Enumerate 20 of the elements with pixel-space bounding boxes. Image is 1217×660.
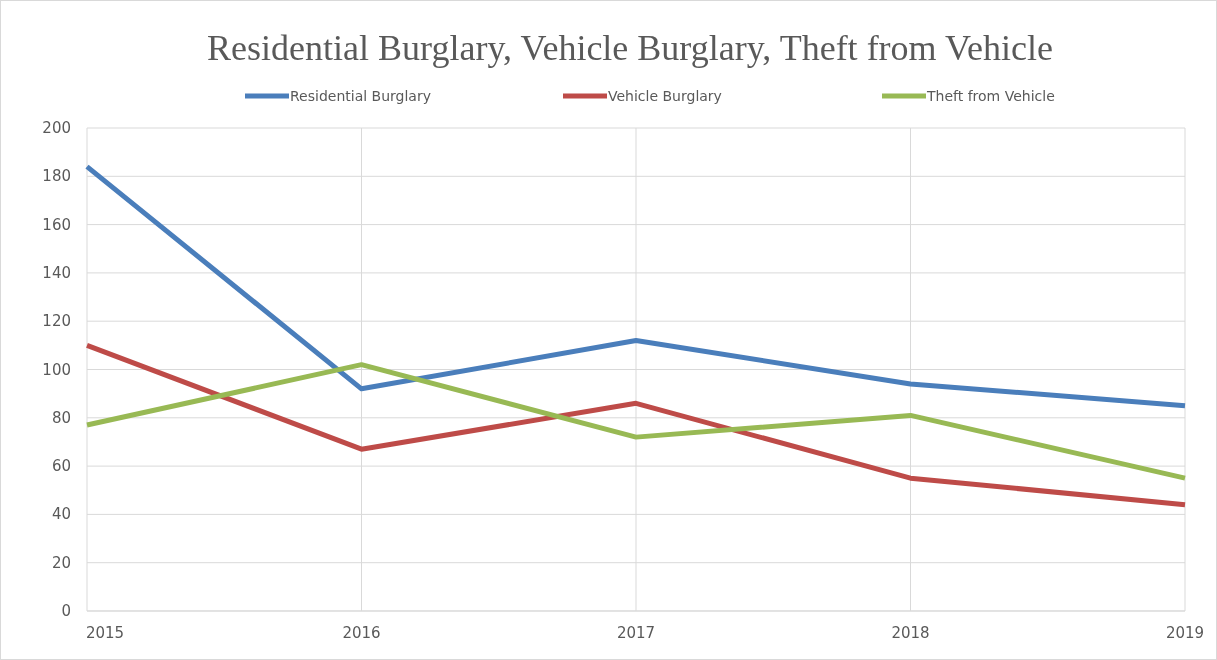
legend-label: Vehicle Burglary <box>608 88 722 104</box>
legend-label: Theft from Vehicle <box>926 88 1055 104</box>
x-tick-label: 2019 <box>1165 624 1205 642</box>
y-tick-label: 40 <box>51 505 71 524</box>
y-tick-label: 180 <box>42 167 71 186</box>
y-tick-label: 140 <box>42 263 71 282</box>
y-tick-label: 120 <box>42 312 71 331</box>
x-tick-label: 2016 <box>342 624 381 642</box>
y-tick-label: 100 <box>42 360 71 379</box>
y-tick-label: 200 <box>42 119 71 137</box>
x-tick-label: 2017 <box>616 624 656 642</box>
y-tick-label: 80 <box>51 408 71 427</box>
y-tick-label: 160 <box>42 215 71 234</box>
y-tick-label: 0 <box>61 602 71 620</box>
chart-title: Residential Burglary, Vehicle Burglary, Theft from Vehicle <box>207 28 1053 68</box>
y-tick-label: 20 <box>51 553 71 572</box>
x-tick-label: 2015 <box>85 624 125 642</box>
legend-label: Residential Burglary <box>290 88 431 104</box>
y-tick-label: 60 <box>51 457 71 476</box>
x-tick-label: 2018 <box>891 624 930 642</box>
